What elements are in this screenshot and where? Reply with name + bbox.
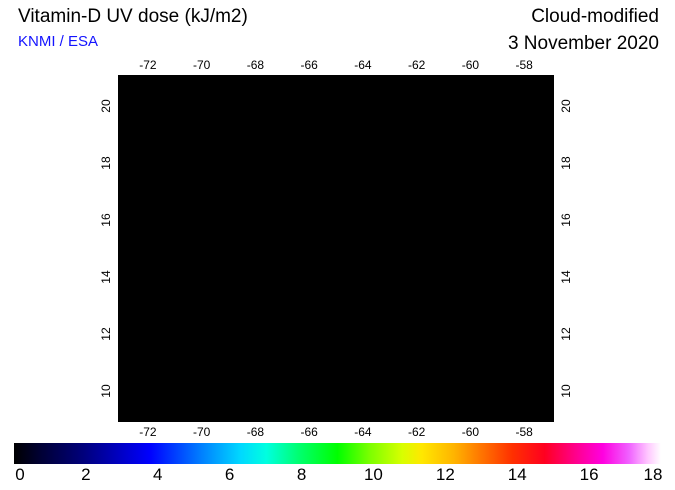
map-plot [118, 75, 554, 422]
figure-header: Vitamin-D UV dose (kJ/m2) KNMI / ESA Clo… [0, 0, 675, 56]
colorbar-tick-8: 16 [579, 465, 599, 484]
axis-left: 20 18 16 14 12 10 [96, 75, 116, 422]
xtick-bottom-0: -72 [139, 425, 157, 439]
page-title: Vitamin-D UV dose (kJ/m2) [18, 6, 248, 27]
colorbar-gradient [14, 443, 661, 464]
ytick-right-0: 20 [559, 99, 573, 114]
colorbar-tick-3: 6 [224, 465, 235, 484]
xtick-top-0: -72 [139, 58, 157, 72]
map-frame [118, 75, 554, 422]
ytick-right-5: 10 [559, 383, 573, 398]
axis-right: 20 18 16 14 12 10 [556, 75, 576, 422]
ytick-right-1: 18 [559, 156, 573, 170]
ytick-left-1: 18 [99, 156, 113, 170]
xtick-bottom-2: -68 [246, 425, 265, 439]
ytick-left-5: 10 [99, 383, 113, 398]
xtick-top-2: -68 [246, 58, 265, 72]
ytick-right-3: 14 [559, 270, 573, 284]
xtick-bottom-4: -64 [354, 425, 372, 439]
xtick-bottom-5: -62 [407, 425, 426, 439]
colorbar-tick-5: 10 [363, 465, 383, 484]
axis-top: -72 -70 -68 -66 -64 -62 -60 -58 [118, 58, 554, 74]
colorbar-tick-7: 14 [507, 465, 527, 484]
ytick-right-4: 12 [559, 327, 573, 341]
xtick-top-1: -70 [192, 58, 211, 72]
ytick-left-2: 16 [99, 213, 113, 227]
colorbar-tick-4: 8 [296, 465, 307, 484]
xtick-top-7: -58 [515, 58, 533, 72]
institute-credit: KNMI / ESA [18, 33, 99, 50]
xtick-bottom-1: -70 [192, 425, 211, 439]
ytick-left-4: 12 [99, 327, 113, 341]
xtick-top-3: -66 [300, 58, 318, 72]
axis-bottom: -72 -70 -68 -66 -64 -62 -60 -58 [118, 424, 554, 440]
colorbar-tick-9: 18 [643, 465, 663, 484]
colorbar-tick-1: 2 [81, 465, 91, 484]
colorbar-tick-6: 12 [435, 465, 455, 484]
colorbar-tick-0: 0 [15, 465, 25, 484]
xtick-bottom-3: -66 [300, 425, 318, 439]
colorbar: 0 2 4 6 8 10 12 14 16 18 [14, 443, 663, 487]
xtick-top-5: -62 [407, 58, 426, 72]
xtick-top-6: -60 [461, 58, 480, 72]
xtick-bottom-6: -60 [461, 425, 480, 439]
ytick-left-3: 14 [99, 270, 113, 284]
product-label: Cloud-modified [531, 6, 659, 27]
ytick-right-2: 16 [559, 213, 573, 227]
xtick-top-4: -64 [354, 58, 372, 72]
colorbar-ticklabels: 0 2 4 6 8 10 12 14 16 18 [14, 465, 663, 487]
colorbar-tick-2: 4 [153, 465, 163, 484]
ytick-left-0: 20 [99, 99, 113, 114]
date-label: 3 November 2020 [507, 33, 659, 54]
xtick-bottom-7: -58 [515, 425, 533, 439]
